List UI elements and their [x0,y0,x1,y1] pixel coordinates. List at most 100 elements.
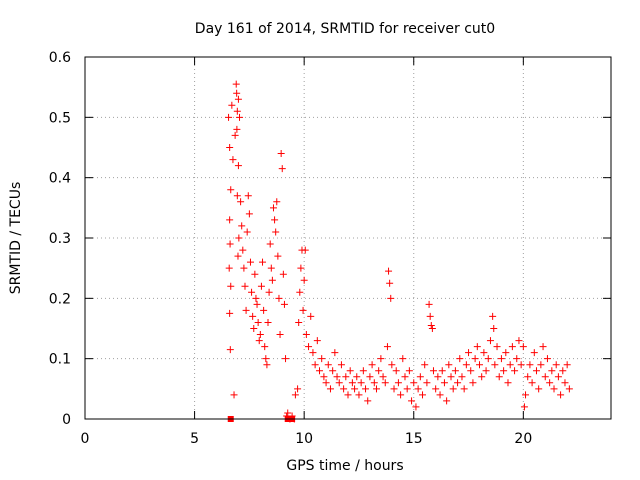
data-point [550,385,558,393]
data-point [565,385,573,393]
data-point [506,361,514,369]
data-point [265,288,273,296]
data-point [504,379,512,387]
data-point [244,192,252,200]
data-point [271,216,279,224]
data-point [543,355,551,363]
y-tick-label: 0.5 [49,110,71,126]
data-point [243,228,251,236]
data-point [294,385,302,393]
data-point [226,346,234,354]
data-point [248,288,256,296]
data-point [256,331,264,339]
data-point [491,361,499,369]
data-point [438,367,446,375]
data-point [397,391,405,399]
data-point [324,361,332,369]
data-point [331,349,339,357]
y-axis-label: SRMTID / TECUs [8,182,24,295]
data-point [305,343,313,351]
data-point [261,343,269,351]
data-point [434,373,442,381]
data-point [254,318,262,326]
data-point [226,216,234,224]
data-point [532,367,540,375]
data-point [405,367,413,375]
data-point [272,228,280,236]
data-point [379,373,387,381]
data-point [297,264,305,272]
data-point [517,361,525,369]
data-point [443,397,451,405]
data-point [226,144,234,151]
data-point [460,385,468,393]
data-point [554,373,562,381]
data-point [268,276,276,284]
data-point [229,156,237,164]
data-point [228,101,236,109]
data-point [262,355,270,363]
data-point [364,397,372,405]
data-point [291,391,299,399]
data-point [462,361,470,369]
y-tick-label: 0 [62,412,71,428]
data-point [340,385,348,393]
data-point [427,321,435,329]
data-point [436,391,444,399]
data-point [333,373,341,381]
data-point [344,391,352,399]
data-point [278,165,286,173]
x-tick-label: 10 [295,431,313,447]
data-point [263,361,271,369]
data-point [440,379,448,387]
data-point [241,282,249,290]
data-point [313,337,321,345]
data-point [495,373,503,381]
data-point [260,306,268,314]
data-point [267,264,275,272]
data-point [520,403,528,411]
data-point [372,385,380,393]
data-point [541,373,549,381]
data-point [456,355,464,363]
data-point [530,349,538,357]
data-point [300,276,308,284]
data-point [252,294,260,302]
data-point [337,361,345,369]
data-point [226,240,234,248]
data-point [266,240,274,248]
data-point [473,343,481,351]
data-point [279,270,287,278]
data-point [493,343,501,351]
data-point [359,367,367,375]
data-point [282,355,290,363]
data-point [500,367,508,375]
data-point [233,192,241,200]
data-point [355,391,363,399]
data-point [497,355,505,363]
data-point [445,361,453,369]
data-point [316,367,324,375]
data-point [513,355,521,363]
data-point [561,379,569,387]
data-point [416,373,424,381]
data-point [471,355,479,363]
data-point [273,198,281,206]
data-point [394,379,402,387]
data-points [225,80,573,423]
data-point [401,373,409,381]
data-point [234,162,242,170]
data-point [484,355,492,363]
x-tick-label: 15 [405,431,423,447]
data-point [515,337,523,345]
data-point [296,288,304,296]
data-point [301,246,309,254]
y-tick-label: 0.3 [49,231,71,247]
data-point [322,379,330,387]
data-point [383,343,391,351]
data-point [351,385,359,393]
data-point [320,373,328,381]
data-point [342,373,350,381]
data-point [275,294,283,302]
data-point [235,234,243,242]
